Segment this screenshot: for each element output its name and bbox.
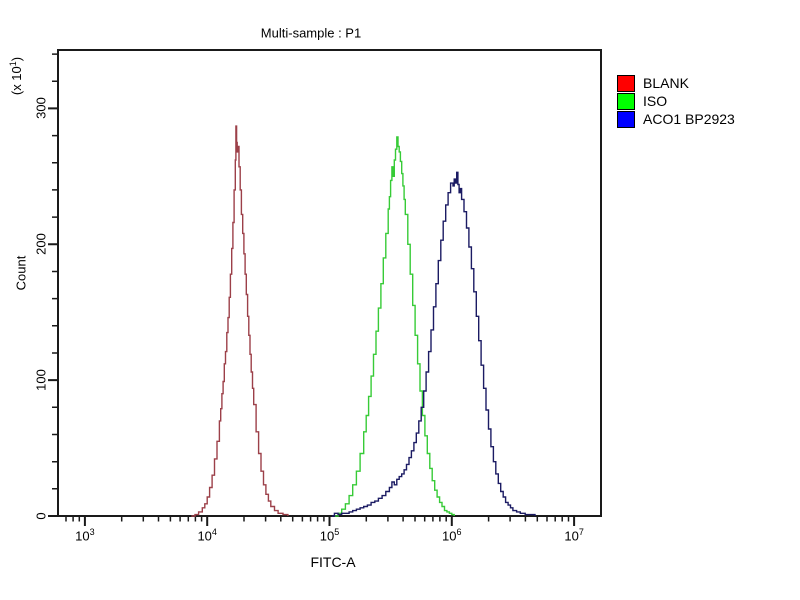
x-tick-label-10e6: 106 xyxy=(442,527,462,544)
axis-major-ticks xyxy=(48,107,576,526)
x-tick-label-10e5: 105 xyxy=(319,527,340,544)
legend-swatch-aco1-bp2923 xyxy=(617,111,635,128)
y-tick-label-100: 100 xyxy=(33,369,49,391)
x-axis-tick-labels: 103 104 105 106 107 xyxy=(0,527,800,551)
legend-label-aco1-bp2923: ACO1 BP2923 xyxy=(643,111,735,127)
series-line-aco1-bp2923 xyxy=(331,171,536,517)
legend: BLANK ISO ACO1 BP2923 xyxy=(617,75,735,128)
y-tick-label-200: 200 xyxy=(33,233,49,256)
series-line-iso xyxy=(334,136,455,517)
y-axis-tick-labels: 0 100 200 300 xyxy=(0,0,60,600)
legend-label-blank: BLANK xyxy=(643,75,689,91)
plot-border xyxy=(57,49,602,517)
legend-label-iso: ISO xyxy=(643,93,668,109)
series-line-blank xyxy=(191,125,289,517)
x-tick-label-10e4: 104 xyxy=(197,527,217,544)
legend-swatch-iso xyxy=(617,93,635,110)
y-tick-label-0: 0 xyxy=(33,512,49,520)
legend-item-iso: ISO xyxy=(617,93,735,110)
x-tick-label-10e3: 103 xyxy=(75,527,95,544)
legend-item-aco1-bp2923: ACO1 BP2923 xyxy=(617,111,735,128)
plot-title: Multi-sample : P1 xyxy=(260,25,362,41)
axis-minor-ticks xyxy=(52,53,570,522)
y-tick-label-300: 300 xyxy=(33,97,49,120)
legend-swatch-blank xyxy=(617,75,635,92)
legend-item-blank: BLANK xyxy=(617,75,735,92)
x-tick-label-10e7: 107 xyxy=(564,527,584,544)
x-axis-title: FITC-A xyxy=(310,554,356,570)
